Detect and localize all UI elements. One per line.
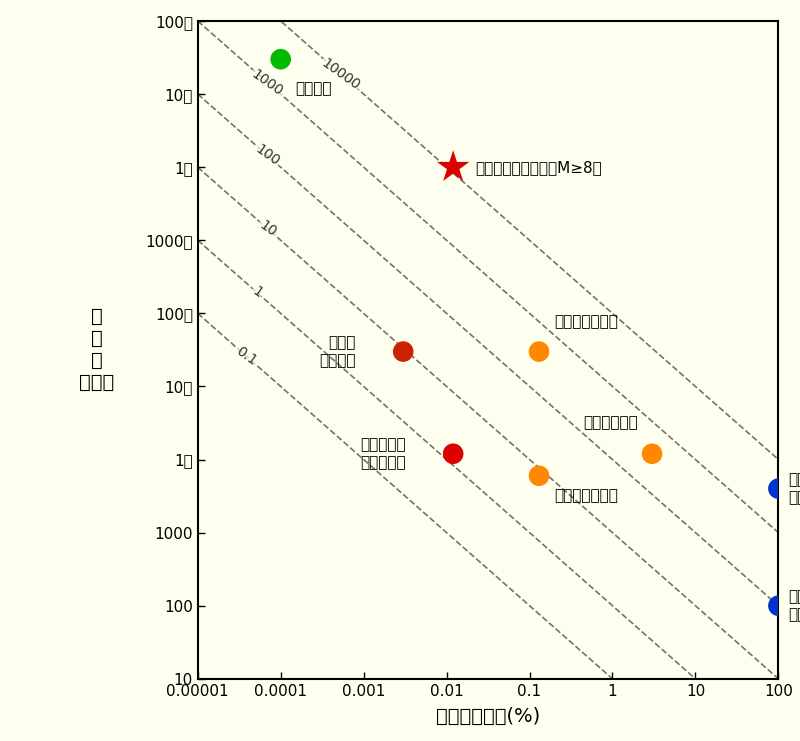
Text: 隕石衝突: 隕石衝突 xyxy=(295,82,332,96)
Point xyxy=(446,448,459,459)
Y-axis label: 死
者
数
（人）: 死 者 数 （人） xyxy=(79,308,114,393)
Point xyxy=(533,470,546,482)
Text: 1: 1 xyxy=(250,285,265,301)
Point xyxy=(397,345,410,357)
Text: 富士山
山体崩壊: 富士山 山体崩壊 xyxy=(319,336,355,368)
Text: 兵庫県南部地震: 兵庫県南部地震 xyxy=(554,488,618,504)
Text: 南海トラフ地震: 南海トラフ地震 xyxy=(554,315,618,330)
Point xyxy=(446,162,459,173)
Point xyxy=(772,599,785,611)
Text: 交通事故
死亡: 交通事故 死亡 xyxy=(788,473,800,505)
Text: 富士山宝永
クラス噴火: 富士山宝永 クラス噴火 xyxy=(360,437,406,470)
Point xyxy=(533,345,546,357)
Text: 10: 10 xyxy=(256,218,278,239)
Text: 巨大カルデラ噴火（M≥8）: 巨大カルデラ噴火（M≥8） xyxy=(475,159,602,175)
Point xyxy=(646,448,658,459)
Text: 豪雨台風
災害死亡: 豪雨台風 災害死亡 xyxy=(788,590,800,622)
Text: 1000: 1000 xyxy=(249,67,286,99)
Text: 首都直下地震: 首都直下地震 xyxy=(584,416,638,431)
Point xyxy=(772,482,785,494)
Text: 10000: 10000 xyxy=(319,56,362,93)
Point xyxy=(274,53,287,65)
Text: 0.1: 0.1 xyxy=(234,345,260,368)
Text: 100: 100 xyxy=(253,142,282,169)
X-axis label: 年間発生確率(%): 年間発生確率(%) xyxy=(436,707,540,726)
